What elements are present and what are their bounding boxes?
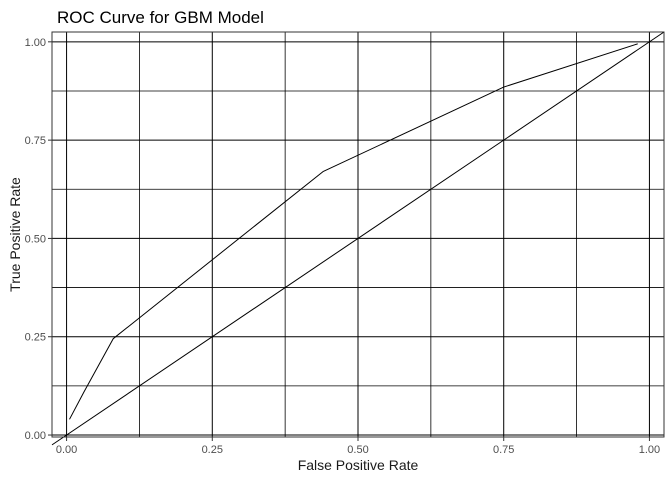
chart-title: ROC Curve for GBM Model bbox=[57, 8, 264, 27]
x-tick-label: 0.75 bbox=[493, 444, 514, 456]
reference-diagonal-line bbox=[51, 31, 665, 446]
grid bbox=[52, 32, 664, 437]
x-tick-label: 0.00 bbox=[56, 444, 77, 456]
y-tick-label: 0.25 bbox=[25, 332, 46, 344]
x-axis-title: False Positive Rate bbox=[298, 457, 419, 473]
axis-ticks: 0.00 0.25 0.50 0.75 1.00 0.00 0.25 0.50 0.75 1.00 bbox=[25, 37, 661, 456]
x-tick-label: 0.25 bbox=[202, 444, 223, 456]
y-tick-label: 0.75 bbox=[25, 135, 46, 147]
y-tick-label: 0.00 bbox=[25, 430, 46, 442]
series-layer bbox=[51, 31, 665, 446]
y-tick-label: 1.00 bbox=[25, 37, 46, 49]
y-tick-label: 0.50 bbox=[25, 233, 46, 245]
x-tick-label: 1.00 bbox=[639, 444, 660, 456]
x-tick-label: 0.50 bbox=[347, 444, 368, 456]
roc-curve-line bbox=[69, 43, 638, 420]
y-axis-title: True Positive Rate bbox=[7, 177, 23, 292]
